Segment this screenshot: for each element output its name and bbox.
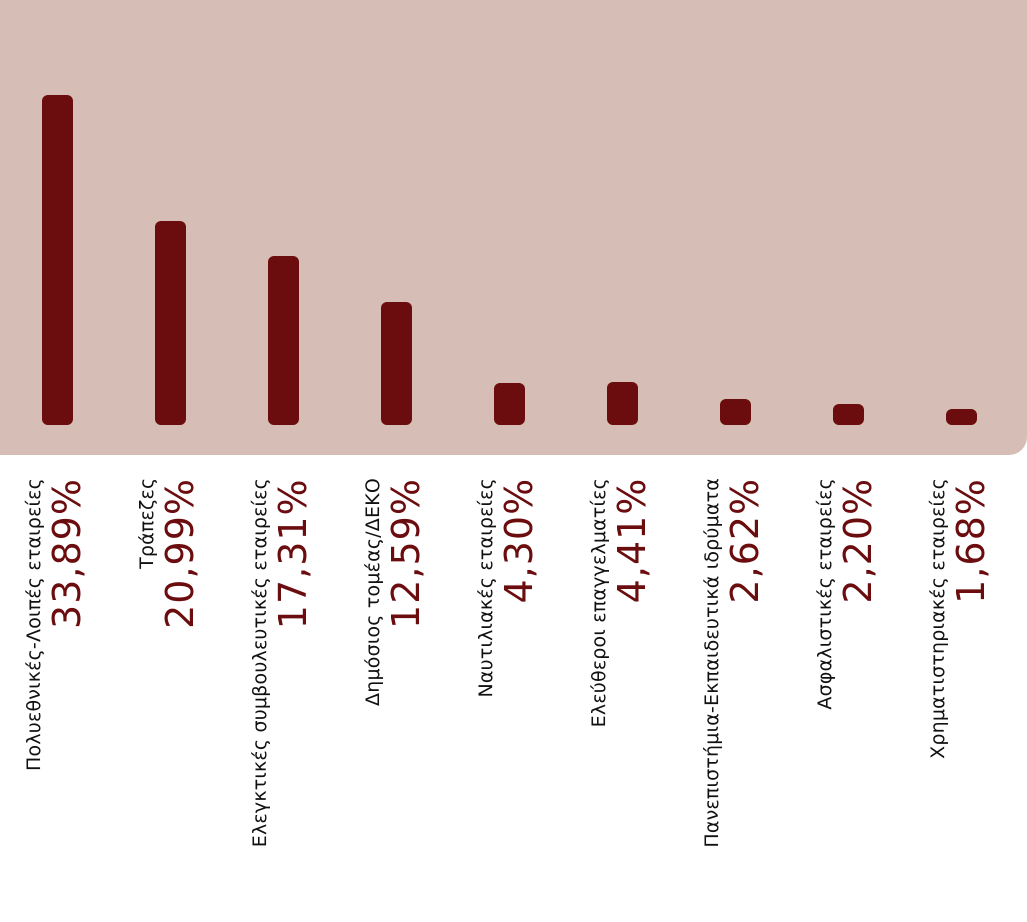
bar <box>606 382 638 425</box>
value-label: 2,62% <box>723 478 767 604</box>
bar-label-group: Ασφαλιστικές εταιρείες 2,20% <box>814 478 880 710</box>
bar <box>719 399 751 425</box>
category-label: Ναυτιλιακές εταιρείες <box>475 478 497 698</box>
value-label: 33,89% <box>45 478 89 629</box>
bar-label-group: Ναυτιλιακές εταιρείες 4,30% <box>475 478 541 698</box>
bar-label-group: Πανεπιστήμια-Εκπαιδευτικά ιδρύματα 2,62% <box>701 478 767 848</box>
value-label: 20,99% <box>158 478 202 629</box>
category-label: Δημόσιος τομέας/ΔΕΚΟ <box>362 478 384 706</box>
value-label: 2,20% <box>836 478 880 604</box>
value-label: 17,31% <box>271 478 315 629</box>
bar <box>380 302 412 425</box>
bar <box>41 95 73 425</box>
bar <box>945 408 977 425</box>
bar-label-group: Ελεύθεροι επαγγελματίες 4,41% <box>588 478 654 727</box>
category-label: Πανεπιστήμια-Εκπαιδευτικά ιδρύματα <box>701 478 723 848</box>
bar-label-group: Δημόσιος τομέας/ΔΕΚΟ 12,59% <box>362 478 428 706</box>
bar <box>154 220 186 425</box>
bar-label-group: Τράπεζες 20,99% <box>136 478 202 629</box>
bar <box>493 383 525 425</box>
value-label: 1,68% <box>949 478 993 604</box>
category-label: Ελεγκτικές συμβουλευτικές εταιρείες <box>249 478 271 848</box>
bar <box>267 256 299 425</box>
value-label: 4,41% <box>610 478 654 604</box>
category-label: Ασφαλιστικές εταιρείες <box>814 478 836 710</box>
category-label: Χρηματιστηριακές εταιρείες <box>927 478 949 759</box>
bar-label-group: Χρηματιστηριακές εταιρείες 1,68% <box>927 478 993 759</box>
bar <box>832 403 864 425</box>
value-label: 4,30% <box>497 478 541 604</box>
category-label: Ελεύθεροι επαγγελματίες <box>588 478 610 728</box>
bar-label-group: Ελεγκτικές συμβουλευτικές εταιρείες 17,31… <box>249 478 315 847</box>
value-label: 12,59% <box>384 478 428 629</box>
category-label: Πολυεθνικές-Λοιπές εταιρείες <box>23 478 45 771</box>
category-label: Τράπεζες <box>136 478 158 570</box>
bar-label-group: Πολυεθνικές-Λοιπές εταιρείες 33,89% <box>23 478 89 771</box>
